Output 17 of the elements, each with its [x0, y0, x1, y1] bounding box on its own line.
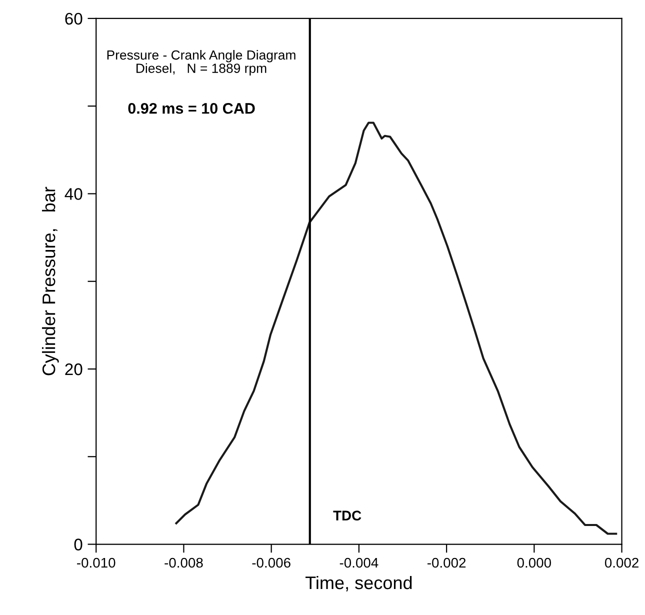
- x-tick-label: -0.008: [164, 558, 203, 568]
- x-tick-label: -0.002: [427, 558, 466, 568]
- y-tick-label: 60: [65, 12, 82, 25]
- x-tick-label: -0.006: [252, 558, 290, 568]
- y-tick-label: 40: [64, 188, 82, 200]
- y-tick-label: 0: [74, 538, 82, 550]
- y-axis-title: Cylinder Pressure, bar: [42, 186, 59, 376]
- x-tick-label: -0.010: [77, 558, 116, 568]
- x-axis-title: Time, second: [306, 576, 412, 592]
- y-tick-label: 20: [65, 363, 82, 376]
- line-series: [175, 122, 618, 535]
- x-tick-label: -0.004: [340, 558, 378, 568]
- ref-line-label: TDC: [333, 510, 362, 520]
- annotation: 0.92 ms = 10 CAD: [128, 102, 255, 114]
- x-tick-label: 0.000: [517, 558, 552, 568]
- x-tick-label: 0.002: [604, 558, 638, 568]
- annotation: Pressure - Crank Angle Diagram Diesel, N = 1889 rpm: [107, 50, 296, 76]
